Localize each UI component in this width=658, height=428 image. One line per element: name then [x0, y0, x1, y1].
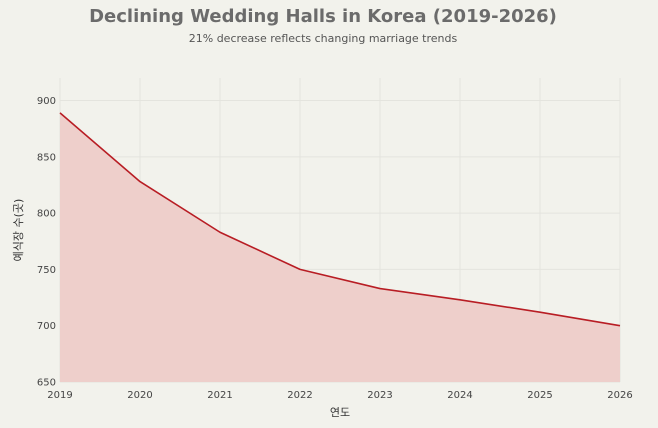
x-tick-label: 2022 [287, 390, 312, 401]
x-tick-label: 2020 [127, 390, 152, 401]
x-tick-label: 2023 [367, 390, 392, 401]
area-fill [60, 112, 620, 383]
x-tick-label: 2026 [607, 390, 632, 401]
y-tick-label: 850 [37, 152, 56, 163]
y-tick-label: 800 [37, 209, 56, 220]
chart-title: Declining Wedding Halls in Korea (2019-2… [89, 6, 557, 27]
x-tick-label: 2025 [527, 390, 552, 401]
chart-subtitle: 21% decrease reflects changing marriage … [188, 32, 458, 45]
x-tick-label: 2021 [207, 390, 232, 401]
y-tick-label: 700 [37, 321, 56, 332]
y-tick-label: 900 [37, 96, 56, 107]
y-tick-label: 650 [37, 378, 56, 389]
y-axis-title: 예식장 수(곳) [12, 199, 25, 262]
x-tick-label: 2024 [447, 390, 472, 401]
y-tick-label: 750 [37, 265, 56, 276]
axes: 650 700 750 800 850 900 2019 2020 2021 2022 2023 20… [37, 96, 633, 401]
x-tick-label: 2019 [47, 390, 72, 401]
series-line [59, 112, 621, 327]
area-series [59, 112, 621, 383]
x-axis-title: 연도 [330, 406, 350, 419]
